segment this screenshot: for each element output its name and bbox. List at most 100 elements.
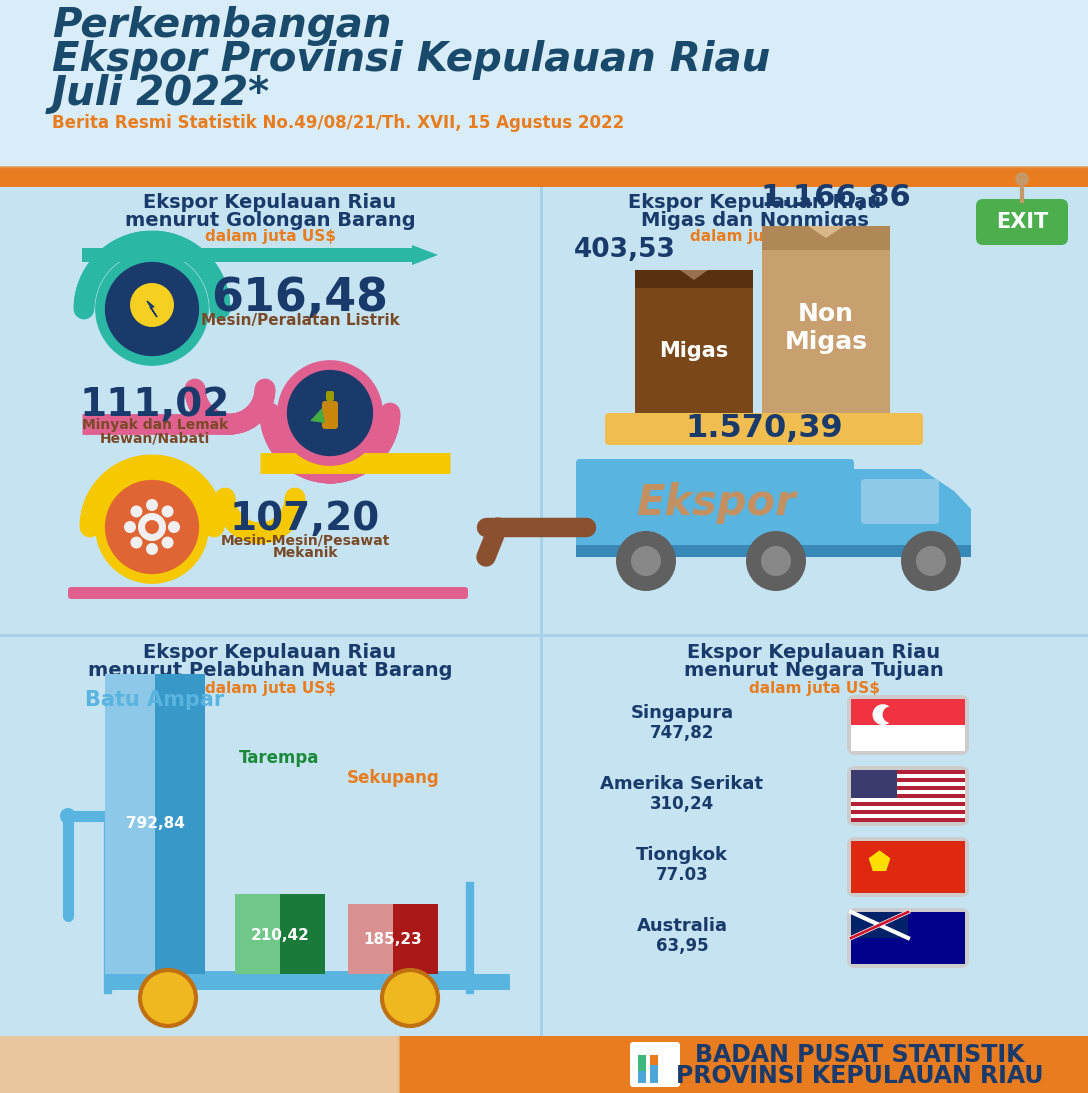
Text: Migas: Migas <box>659 341 729 361</box>
Bar <box>0 1036 218 1093</box>
Bar <box>0 1036 271 1093</box>
Bar <box>0 1036 338 1093</box>
Bar <box>393 904 438 974</box>
Bar <box>0 1036 273 1093</box>
Bar <box>0 1036 245 1093</box>
Bar <box>0 1036 314 1093</box>
Polygon shape <box>868 850 890 871</box>
Polygon shape <box>808 226 844 238</box>
Bar <box>0 1036 363 1093</box>
Bar <box>0 1036 243 1093</box>
Bar <box>0 1036 182 1093</box>
Text: 185,23: 185,23 <box>363 931 422 947</box>
Bar <box>851 778 965 781</box>
Bar <box>0 1036 233 1093</box>
Text: EXIT: EXIT <box>996 212 1048 232</box>
Bar <box>0 1036 28 1093</box>
Bar <box>0 1036 244 1093</box>
Text: Ekspor: Ekspor <box>636 482 795 524</box>
Bar <box>0 1036 236 1093</box>
Bar <box>0 1036 137 1093</box>
Bar <box>0 1036 173 1093</box>
Bar <box>851 769 965 774</box>
Bar <box>0 1036 191 1093</box>
Text: dalam juta US$: dalam juta US$ <box>205 681 335 695</box>
Bar <box>0 1036 109 1093</box>
Bar <box>0 1036 387 1093</box>
Bar <box>0 1036 2 1093</box>
FancyBboxPatch shape <box>846 695 969 755</box>
Bar <box>0 1036 232 1093</box>
Text: dalam juta US$: dalam juta US$ <box>749 681 879 695</box>
Bar <box>0 1036 254 1093</box>
Bar <box>0 1036 368 1093</box>
Bar <box>0 1036 364 1093</box>
Bar <box>0 1036 193 1093</box>
Bar <box>0 1036 227 1093</box>
Bar <box>0 1036 186 1093</box>
FancyArrow shape <box>82 245 438 265</box>
Bar <box>0 1036 147 1093</box>
Bar <box>0 1036 259 1093</box>
Bar <box>0 1036 54 1093</box>
Bar <box>0 1036 89 1093</box>
Bar <box>0 1036 330 1093</box>
Bar <box>0 1036 388 1093</box>
Bar <box>0 1036 316 1093</box>
Bar <box>0 1036 339 1093</box>
Bar <box>0 1036 176 1093</box>
Bar <box>0 1036 358 1093</box>
Bar <box>0 1036 9 1093</box>
Bar <box>0 1036 289 1093</box>
Bar <box>0 1036 154 1093</box>
Bar <box>0 1036 332 1093</box>
Bar <box>0 1036 201 1093</box>
Bar <box>851 841 965 893</box>
Text: Sekupang: Sekupang <box>347 769 440 787</box>
Bar <box>0 1036 207 1093</box>
Bar <box>0 1036 32 1093</box>
Bar <box>0 1036 215 1093</box>
Bar <box>0 1036 92 1093</box>
Bar <box>0 1036 375 1093</box>
Bar <box>0 1036 26 1093</box>
Bar <box>0 1036 214 1093</box>
Bar <box>0 1036 325 1093</box>
Bar <box>0 1036 284 1093</box>
Bar <box>0 1036 135 1093</box>
Bar <box>0 1036 287 1093</box>
Bar <box>0 1036 299 1093</box>
Bar <box>0 1036 187 1093</box>
Bar <box>0 1036 116 1093</box>
Polygon shape <box>0 1036 1088 1093</box>
Bar <box>0 1036 51 1093</box>
Bar <box>0 1036 288 1093</box>
Bar <box>0 1036 301 1093</box>
Circle shape <box>873 704 893 725</box>
Bar <box>0 1036 102 1093</box>
Bar <box>0 1036 34 1093</box>
Bar <box>0 1036 372 1093</box>
Text: 403,53: 403,53 <box>574 237 676 263</box>
Bar <box>0 1036 190 1093</box>
Bar <box>0 1036 67 1093</box>
Text: Mesin/Peralatan Listrik: Mesin/Peralatan Listrik <box>200 314 399 329</box>
Bar <box>0 1036 347 1093</box>
Bar <box>0 1036 235 1093</box>
Bar <box>0 1036 343 1093</box>
FancyBboxPatch shape <box>576 459 854 549</box>
Bar <box>0 1036 256 1093</box>
Circle shape <box>60 808 76 824</box>
Bar <box>0 1036 143 1093</box>
Text: Ekspor Provinsi Kepulauan Riau: Ekspor Provinsi Kepulauan Riau <box>52 40 770 80</box>
Bar <box>0 1036 279 1093</box>
Bar <box>0 1036 298 1093</box>
Bar <box>0 1036 162 1093</box>
Bar <box>0 1036 210 1093</box>
Bar <box>0 1036 136 1093</box>
Bar <box>0 174 1088 183</box>
Text: 107,20: 107,20 <box>230 500 380 538</box>
Bar <box>0 1036 99 1093</box>
Bar <box>0 1036 239 1093</box>
Bar <box>0 1036 108 1093</box>
